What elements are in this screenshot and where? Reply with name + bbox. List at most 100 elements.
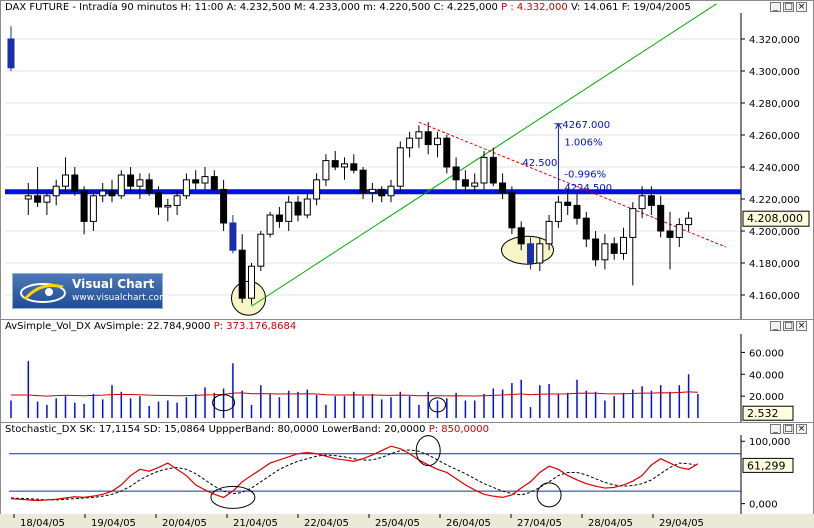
candle-body (136, 179, 144, 187)
candle-body (62, 174, 69, 187)
volume-close-button[interactable]: × (796, 321, 807, 331)
stochastic-maximize-button[interactable]: □ (783, 424, 794, 434)
candle-body (52, 185, 60, 197)
candle-body (480, 156, 488, 184)
candle-body (257, 233, 265, 267)
candle-body (629, 208, 637, 238)
candle-body (350, 163, 358, 171)
candle-body (275, 214, 283, 222)
date-axis-label: 25/04/05 (375, 518, 420, 528)
minimize-button[interactable]: _ (770, 2, 781, 12)
stochastic-window-buttons: _ □ × (770, 424, 807, 434)
candle-body (499, 182, 507, 194)
price-y-tick-label: 4.320,000 (749, 35, 800, 46)
candle-body (238, 249, 246, 299)
candle-body (313, 179, 321, 200)
stochastic-minimize-button[interactable]: _ (770, 424, 781, 434)
price-chart[interactable]: 4.160,000 4.180,000 4.200,000 4.220,000 4.24… (1, 1, 814, 321)
stochastic-last-tag (742, 457, 794, 473)
volume-last-tag (742, 405, 794, 421)
candle-body (443, 137, 451, 168)
price-panel[interactable]: DAX FUTURE - Intradía 90 minutos H: 11:0… (0, 0, 814, 320)
logo-title: Visual Chart (72, 277, 155, 291)
stochastic-highlight-circle (536, 482, 562, 508)
candle-body (43, 195, 51, 203)
candle-body (647, 195, 655, 206)
candle-body (331, 160, 339, 168)
volume-y-tick-label: 40.000 (749, 370, 784, 381)
price-y-tick-label: 4.280,000 (749, 99, 800, 110)
annotation-range: 42.500 (522, 158, 557, 169)
price-y-tick-label: 4.260,000 (749, 131, 800, 142)
candle-body (182, 179, 190, 197)
stochastic-panel[interactable]: Stochastic_DX SK: 17,1154 SD: 15,0864 Up… (0, 422, 814, 515)
candle-body (145, 179, 153, 194)
candle-body (582, 217, 590, 240)
candle-body (536, 243, 544, 264)
logo-swoosh-icon (20, 283, 66, 303)
candle-body (285, 201, 293, 222)
date-axis-label: 27/04/05 (517, 518, 562, 528)
volume-y-tick-label: 20.000 (749, 392, 784, 403)
candle-body (99, 190, 107, 197)
candle-body (396, 147, 404, 187)
stochastic-header-p: P: 850,0000 (428, 424, 489, 435)
candle-body (201, 176, 209, 184)
volume-panel-title: AvSimple_Vol_DX AvSimple: 22.784,9000 P:… (5, 321, 296, 332)
date-axis-label: 20/04/05 (162, 518, 207, 528)
candle-body (406, 137, 414, 149)
candle-body (220, 188, 228, 224)
candle-body (24, 195, 32, 200)
candle-body (164, 204, 172, 208)
candle-body (666, 230, 674, 238)
stochastic-y-tick-label: 100,000 (749, 437, 790, 448)
stochastic-panel-title: Stochastic_DX SK: 17,1154 SD: 15,0864 Up… (5, 424, 489, 435)
date-axis-label: 28/04/05 (588, 518, 633, 528)
candle-body (508, 192, 516, 229)
candle-body (368, 188, 376, 194)
price-header-suffix: V: 14.061 F: 19/04/2005 (570, 2, 691, 13)
volume-average-line (11, 391, 698, 397)
candle-body (192, 179, 200, 184)
candle-body (545, 220, 553, 245)
date-axis-label: 19/04/05 (91, 518, 136, 528)
volume-maximize-button[interactable]: □ (783, 321, 794, 331)
annotation-pct-up: 1.006% (564, 137, 602, 148)
candle-body (573, 204, 581, 219)
stochastic-last-value: 61,299 (747, 459, 786, 472)
volume-header-p: P: 373.176,8684 (213, 321, 297, 332)
price-y-tick-label: 4.220,000 (749, 195, 800, 206)
volume-panel[interactable]: AvSimple_Vol_DX AvSimple: 22.784,9000 P:… (0, 319, 814, 423)
volume-chart[interactable]: 60.000 40.000 20.000 2.532 (1, 320, 814, 424)
candle-body (601, 243, 609, 261)
candle-body (322, 160, 330, 181)
candle-body (108, 190, 116, 197)
candle-body (7, 38, 15, 69)
stochastic-sd-line (10, 449, 698, 501)
close-button[interactable]: × (796, 2, 807, 12)
candle-body (359, 169, 367, 194)
stochastic-highlight-circle (210, 485, 256, 509)
annotation-base: 4224.500 (564, 183, 612, 194)
price-header-text: DAX FUTURE - Intradía 90 minutos H: 11:0… (5, 2, 498, 13)
candle-body (229, 222, 237, 251)
maximize-button[interactable]: □ (783, 2, 794, 12)
last-price-tag (742, 210, 810, 227)
stochastic-close-button[interactable]: × (796, 424, 807, 434)
volume-minimize-button[interactable]: _ (770, 321, 781, 331)
stochastic-y-tick-label: 0,000 (749, 500, 778, 511)
volume-highlight-circle (212, 394, 236, 412)
volume-window-buttons: _ □ × (770, 321, 807, 331)
candle-body (461, 179, 469, 187)
price-panel-title: DAX FUTURE - Intradía 90 minutos H: 11:0… (5, 2, 691, 13)
volume-highlight-circle (429, 397, 446, 413)
price-y-tick-label: 4.200,000 (749, 227, 800, 238)
candle-body (127, 174, 135, 187)
candle-body (34, 195, 42, 203)
candle-body (210, 176, 218, 190)
candle-body (415, 131, 423, 139)
candle-body (294, 201, 302, 216)
candle-body (303, 198, 311, 216)
logo-url: www.visualchart.com (72, 293, 168, 303)
stochastic-chart[interactable]: 100,000 0,000 61,299 (1, 423, 814, 516)
